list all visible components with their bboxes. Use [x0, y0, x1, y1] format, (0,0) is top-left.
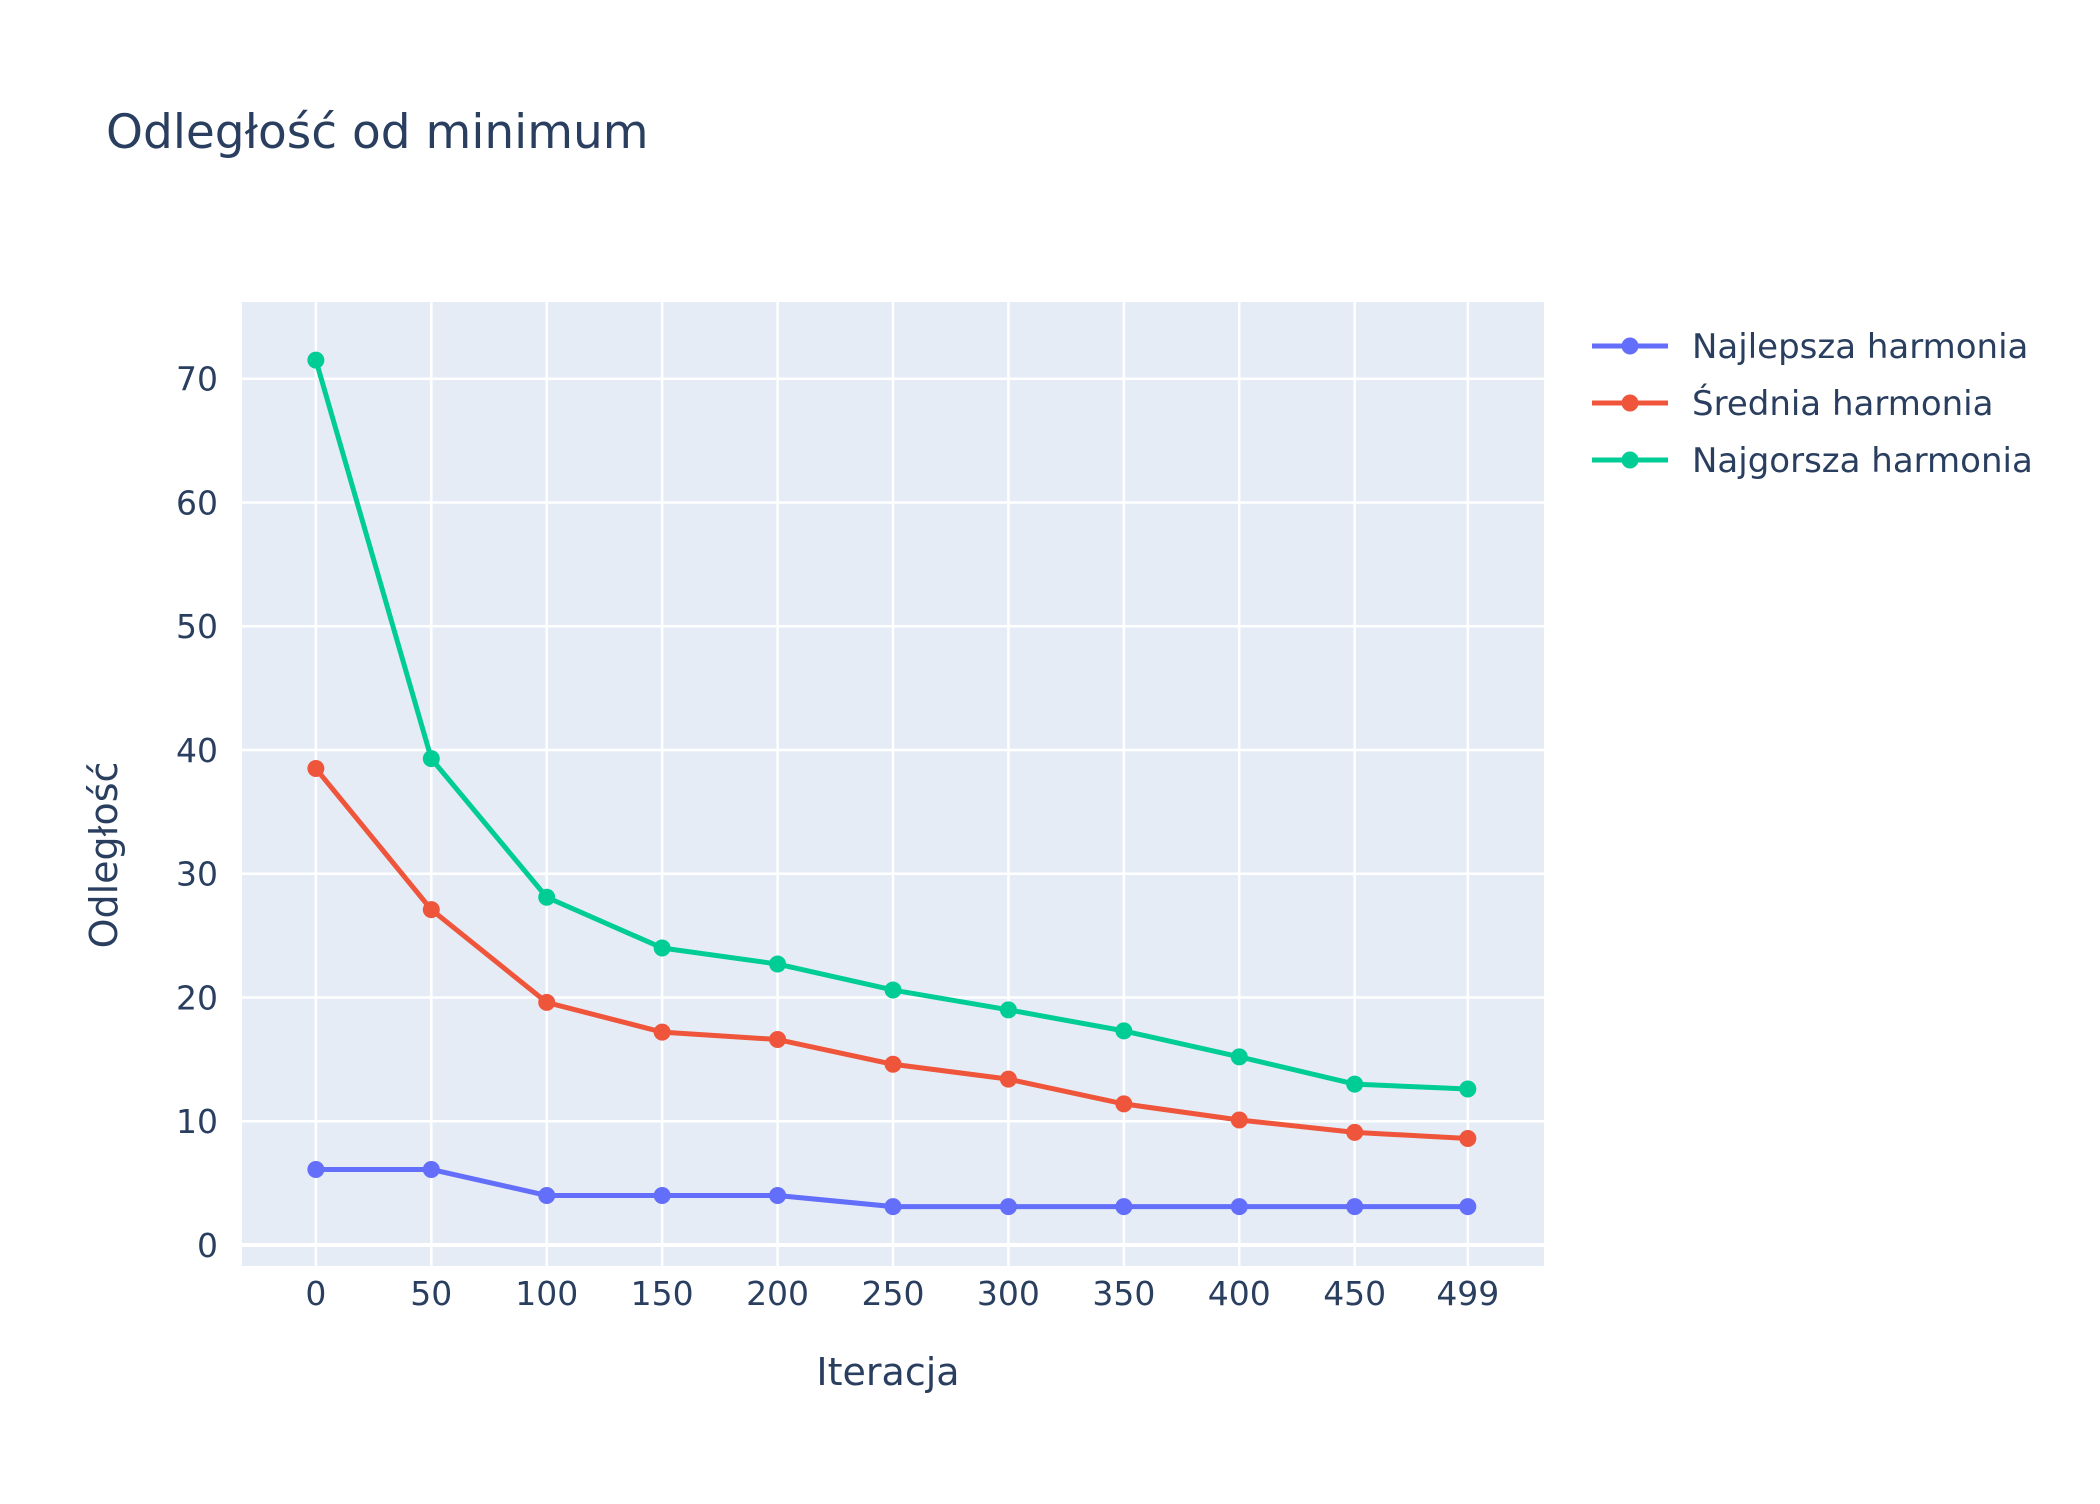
y-tick-label: 70 [176, 360, 218, 399]
data-point [884, 1055, 902, 1073]
legend-label: Najgorsza harmonia [1692, 441, 2033, 481]
x-tick-label: 300 [977, 1274, 1040, 1313]
data-point [884, 1198, 902, 1216]
data-point [999, 1070, 1017, 1088]
data-point [1230, 1048, 1248, 1066]
series-2 [307, 760, 1477, 1148]
data-point [653, 1023, 671, 1041]
legend-swatch-marker [1621, 337, 1639, 355]
legend: Najlepsza harmonia Średnia harmonia Najgor… [1592, 327, 2033, 481]
data-point [1115, 1022, 1133, 1040]
data-point [422, 1160, 440, 1178]
data-point [1459, 1080, 1477, 1098]
x-tick-label: 200 [746, 1274, 809, 1313]
x-tick-label: 0 [305, 1274, 326, 1313]
data-point [769, 955, 787, 973]
data-point [1230, 1111, 1248, 1129]
x-tick-label: 150 [631, 1274, 694, 1313]
y-tick-label: 60 [176, 483, 218, 522]
data-point [1346, 1075, 1364, 1093]
y-tick-label: 10 [176, 1102, 218, 1141]
data-point [1115, 1095, 1133, 1113]
legend-swatch-marker [1621, 394, 1639, 412]
y-tick-label: 0 [197, 1226, 218, 1265]
data-point [999, 1001, 1017, 1019]
data-point [307, 351, 325, 369]
series-3 [307, 351, 1477, 1098]
data-point [999, 1198, 1017, 1216]
data-point [307, 1160, 325, 1178]
data-point [769, 1186, 787, 1204]
legend-item[interactable]: Najgorsza harmonia [1592, 441, 2033, 481]
data-point [653, 939, 671, 957]
data-point [1115, 1198, 1133, 1216]
legend-item[interactable]: Najlepsza harmonia [1592, 327, 2028, 367]
series-1 [307, 1160, 1477, 1216]
data-point [422, 750, 440, 768]
data-point [653, 1186, 671, 1204]
x-tick-label: 450 [1323, 1274, 1386, 1313]
data-point [538, 993, 556, 1011]
legend-label: Najlepsza harmonia [1692, 327, 2028, 367]
legend-item[interactable]: Średnia harmonia [1592, 383, 1993, 424]
data-point [307, 760, 325, 778]
legend-swatch-marker [1621, 451, 1639, 469]
data-point [1230, 1198, 1248, 1216]
y-tick-label: 30 [176, 855, 218, 894]
data-point [884, 981, 902, 999]
x-tick-label: 50 [410, 1274, 452, 1313]
data-point [1459, 1198, 1477, 1216]
data-point [538, 888, 556, 906]
y-tick-label: 50 [176, 607, 218, 646]
y-axis-ticks: 0 10 20 30 40 50 60 70 [176, 360, 218, 1265]
x-axis-ticks: 0 50 100 150 200 250 300 350 400 450 499 [305, 1274, 1499, 1313]
chart-title: Odległość od minimum [106, 105, 649, 160]
data-point [1459, 1130, 1477, 1148]
data-point [422, 901, 440, 919]
data-point [538, 1186, 556, 1204]
x-axis-label: Iteracja [816, 1350, 959, 1394]
series-group [307, 351, 1477, 1216]
y-tick-label: 40 [176, 731, 218, 770]
x-tick-label: 100 [515, 1274, 578, 1313]
x-tick-label: 400 [1208, 1274, 1271, 1313]
legend-label: Średnia harmonia [1692, 383, 1993, 424]
x-tick-label: 499 [1436, 1274, 1499, 1313]
x-tick-label: 250 [862, 1274, 925, 1313]
y-axis-label: Odległość [82, 762, 126, 949]
data-point [769, 1031, 787, 1049]
x-tick-label: 350 [1092, 1274, 1155, 1313]
data-point [1346, 1123, 1364, 1141]
data-point [1346, 1198, 1364, 1216]
y-tick-label: 20 [176, 978, 218, 1017]
